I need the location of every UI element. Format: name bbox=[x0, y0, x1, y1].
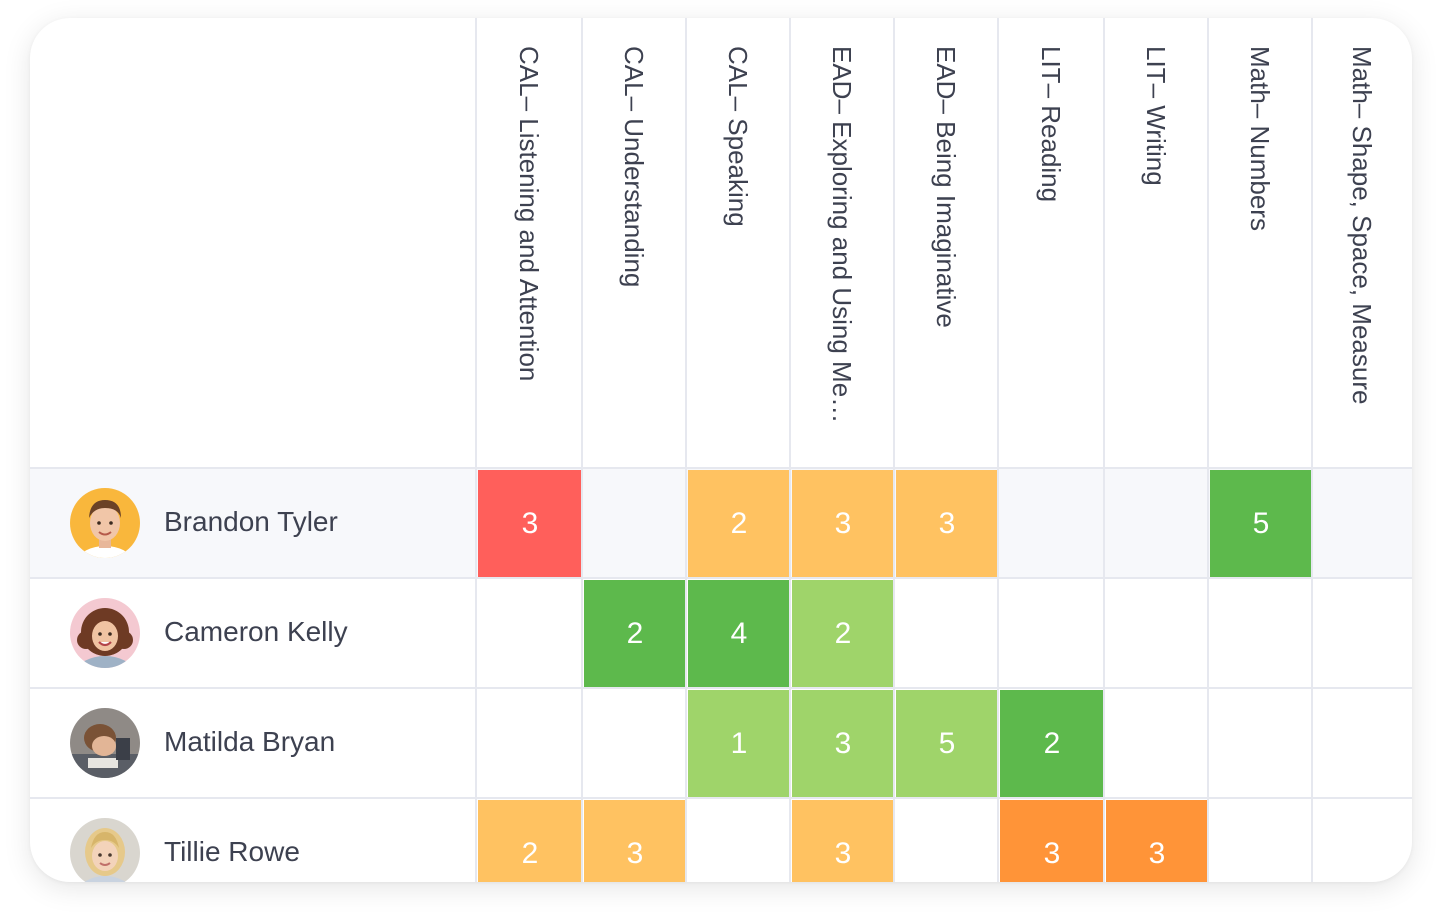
column-header[interactable]: CAL– Understanding bbox=[582, 18, 686, 468]
column-header-label: CAL– Speaking bbox=[723, 46, 753, 227]
column-divider bbox=[581, 18, 583, 882]
column-divider bbox=[1311, 18, 1313, 882]
student-name: Tillie Rowe bbox=[164, 836, 300, 867]
grade-value: 2 bbox=[521, 837, 539, 870]
empty-grade-cell[interactable] bbox=[1106, 580, 1208, 688]
empty-grade-cell[interactable] bbox=[1210, 580, 1312, 688]
column-header[interactable]: Math– Numbers bbox=[1208, 18, 1312, 468]
empty-grade-cell[interactable] bbox=[584, 690, 686, 798]
column-header-label: EAD– Exploring and Using Media and Mater… bbox=[827, 46, 857, 432]
grade-cell[interactable]: 5 bbox=[1210, 470, 1312, 578]
column-header-label: LIT– Writing bbox=[1141, 46, 1171, 186]
empty-grade-cell[interactable] bbox=[584, 470, 686, 578]
empty-grade-cell[interactable] bbox=[1106, 690, 1208, 798]
row-divider bbox=[30, 577, 1412, 579]
grade-cell[interactable]: 3 bbox=[792, 690, 894, 798]
grade-cell[interactable]: 2 bbox=[792, 580, 894, 688]
grade-cell[interactable]: 3 bbox=[896, 470, 998, 578]
student-row[interactable]: Brandon Tyler bbox=[30, 468, 476, 578]
grade-cell[interactable]: 2 bbox=[688, 470, 790, 578]
empty-grade-cell[interactable] bbox=[896, 800, 998, 882]
empty-grade-cell[interactable] bbox=[478, 580, 582, 688]
column-header[interactable]: CAL– Listening and Attention bbox=[476, 18, 582, 468]
grade-value: 3 bbox=[626, 837, 644, 870]
grade-value: 2 bbox=[1043, 727, 1061, 760]
grade-cell[interactable]: 3 bbox=[478, 470, 582, 578]
column-header[interactable]: EAD– Exploring and Using Media and Mater… bbox=[790, 18, 894, 468]
row-divider bbox=[30, 467, 1412, 469]
row-divider bbox=[30, 797, 1412, 799]
empty-grade-cell[interactable] bbox=[896, 580, 998, 688]
grade-value: 5 bbox=[1252, 507, 1270, 540]
grade-value: 5 bbox=[938, 727, 956, 760]
empty-grade-cell[interactable] bbox=[1106, 470, 1208, 578]
column-header-label: EAD– Being Imaginative bbox=[931, 46, 961, 328]
grade-value: 3 bbox=[1148, 837, 1166, 870]
column-header[interactable]: EAD– Being Imaginative bbox=[894, 18, 998, 468]
grade-value: 2 bbox=[730, 507, 748, 540]
grade-value: 3 bbox=[938, 507, 956, 540]
grade-value: 2 bbox=[834, 617, 852, 650]
boy-avatar-icon bbox=[70, 488, 140, 558]
column-divider bbox=[685, 18, 687, 882]
column-header-label: LIT– Reading bbox=[1036, 46, 1066, 203]
student-name: Brandon Tyler bbox=[164, 506, 338, 537]
grade-value: 3 bbox=[521, 507, 539, 540]
empty-grade-cell[interactable] bbox=[1314, 580, 1412, 688]
student-row[interactable]: Tillie Rowe bbox=[30, 798, 476, 882]
column-divider bbox=[997, 18, 999, 882]
grade-cell[interactable]: 2 bbox=[478, 800, 582, 882]
grade-cell[interactable]: 3 bbox=[1106, 800, 1208, 882]
grade-cell[interactable]: 4 bbox=[688, 580, 790, 688]
column-divider bbox=[1103, 18, 1105, 882]
grade-cell[interactable]: 3 bbox=[792, 470, 894, 578]
column-divider bbox=[1207, 18, 1209, 882]
column-divider bbox=[893, 18, 895, 882]
grade-cell[interactable]: 2 bbox=[1000, 690, 1104, 798]
child-drawing-avatar-icon bbox=[70, 708, 140, 778]
grade-cell[interactable]: 3 bbox=[584, 800, 686, 882]
empty-grade-cell[interactable] bbox=[1314, 800, 1412, 882]
assessment-grid-card: CAL– Listening and Attention CAL– Underst… bbox=[30, 18, 1412, 882]
empty-grade-cell[interactable] bbox=[1314, 690, 1412, 798]
column-header-label: CAL– Understanding bbox=[619, 46, 649, 288]
girl-blonde-avatar-icon bbox=[70, 818, 140, 882]
column-header[interactable]: LIT– Reading bbox=[998, 18, 1104, 468]
grade-value: 3 bbox=[834, 837, 852, 870]
empty-grade-cell[interactable] bbox=[1000, 580, 1104, 688]
empty-grade-cell[interactable] bbox=[688, 800, 790, 882]
empty-grade-cell[interactable] bbox=[1314, 470, 1412, 578]
column-divider bbox=[475, 18, 477, 882]
grade-value: 3 bbox=[834, 507, 852, 540]
grade-cell[interactable]: 2 bbox=[584, 580, 686, 688]
grade-value: 3 bbox=[834, 727, 852, 760]
grade-cell[interactable]: 1 bbox=[688, 690, 790, 798]
empty-grade-cell[interactable] bbox=[1210, 690, 1312, 798]
column-header[interactable]: Math– Shape, Space, Measure bbox=[1312, 18, 1412, 468]
column-header-label: CAL– Listening and Attention bbox=[514, 46, 544, 382]
row-divider bbox=[30, 687, 1412, 689]
column-header-label: Math– Shape, Space, Measure bbox=[1347, 46, 1377, 405]
student-name: Cameron Kelly bbox=[164, 616, 348, 647]
grade-value: 2 bbox=[626, 617, 644, 650]
student-row[interactable]: Cameron Kelly bbox=[30, 578, 476, 688]
grade-cell[interactable]: 3 bbox=[792, 800, 894, 882]
empty-grade-cell[interactable] bbox=[478, 690, 582, 798]
grade-value: 1 bbox=[730, 727, 748, 760]
girl-curly-avatar-icon bbox=[70, 598, 140, 668]
empty-grade-cell[interactable] bbox=[1000, 470, 1104, 578]
grade-cell[interactable]: 3 bbox=[1000, 800, 1104, 882]
grade-value: 3 bbox=[1043, 837, 1061, 870]
empty-grade-cell[interactable] bbox=[1210, 800, 1312, 882]
grade-value: 4 bbox=[730, 617, 748, 650]
grade-cell[interactable]: 5 bbox=[896, 690, 998, 798]
column-header[interactable]: CAL– Speaking bbox=[686, 18, 790, 468]
student-name: Matilda Bryan bbox=[164, 726, 336, 757]
column-header-label: Math– Numbers bbox=[1245, 46, 1275, 231]
student-row[interactable]: Matilda Bryan bbox=[30, 688, 476, 798]
column-header[interactable]: LIT– Writing bbox=[1104, 18, 1208, 468]
column-divider bbox=[789, 18, 791, 882]
